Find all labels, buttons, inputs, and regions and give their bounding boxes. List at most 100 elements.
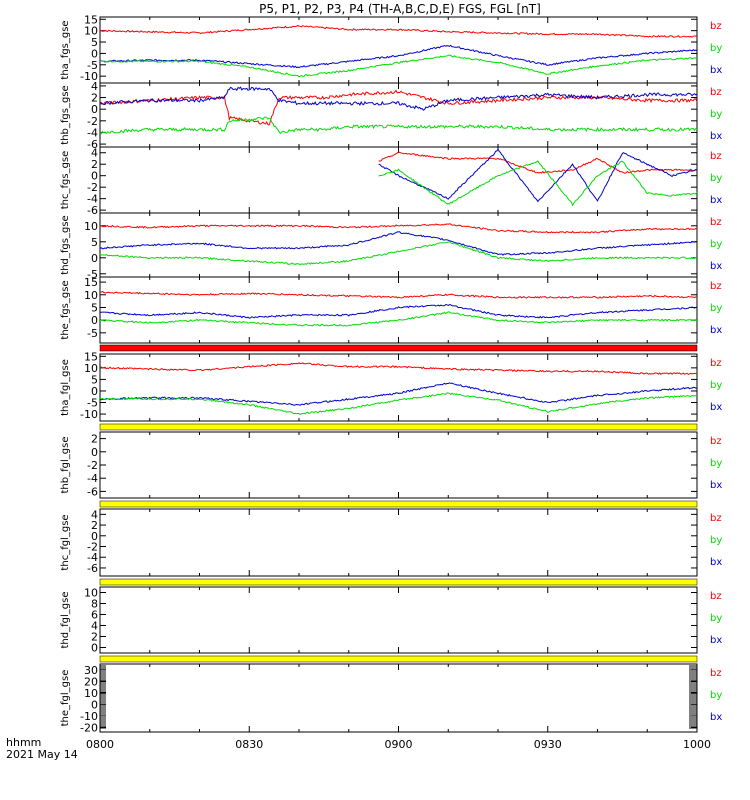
x-tick-label: 0830 — [235, 738, 263, 751]
y-axis-label: thd_fgs_gse — [60, 215, 71, 274]
y-tick-label: 0 — [91, 642, 98, 655]
legend-bz: bz — [710, 281, 722, 292]
legend-by: by — [710, 380, 722, 391]
y-axis-label: tha_fgl_gse — [60, 359, 71, 416]
series-line-bx — [99, 303, 698, 319]
y-tick-label: 2 — [91, 519, 98, 532]
y-tick-label: -2 — [87, 541, 98, 554]
series-line-by — [99, 116, 698, 135]
panel-thc_fgs_gse: thc_fgs_gse 420-2-4-6 bz by bx — [60, 146, 722, 217]
series-line-by — [99, 240, 698, 266]
y-tick-label: 10 — [84, 25, 98, 38]
y-tick-label: 4 — [91, 147, 98, 160]
y-tick-label: 15 — [84, 13, 98, 26]
series-line-bx — [99, 44, 698, 69]
legend-by: by — [710, 109, 722, 120]
legend-bz: bz — [710, 591, 722, 602]
y-tick-label: 2 — [91, 631, 98, 644]
y-tick-label: 10 — [84, 362, 98, 375]
legend-by: by — [710, 690, 722, 701]
legend-bx: bx — [710, 712, 722, 723]
panel-thd_fgs_gse: thd_fgs_gse 10 5 0 -5 bz by bx — [60, 212, 722, 281]
y-axis-label: tha_fgs_gse — [60, 20, 71, 79]
y-tick-label: -4 — [87, 193, 98, 206]
y-tick-label: 15 — [84, 350, 98, 363]
legend-bz: bz — [710, 217, 722, 228]
y-tick-label: 0 — [91, 530, 98, 543]
y-tick-label: -5 — [87, 59, 98, 72]
series-line-by — [99, 54, 698, 78]
y-tick-label: 0 — [91, 103, 98, 116]
time-axis: hhmm 2021 May 14 0800 0830 0900 0930 1000 — [6, 736, 711, 761]
status-bar-yellow — [99, 423, 698, 431]
y-tick-label: 0 — [91, 170, 98, 183]
y-tick-label: -4 — [87, 551, 98, 564]
y-tick-label: 10 — [84, 220, 98, 233]
y-tick-label: -10 — [80, 70, 98, 83]
legend-bz: bz — [710, 87, 722, 98]
y-axis-label: thc_fgs_gse — [60, 151, 71, 210]
y-tick-label: 0 — [91, 698, 98, 711]
legend-bx: bx — [710, 402, 722, 413]
y-tick-label: -5 — [87, 397, 98, 410]
y-tick-label: -6 — [87, 562, 98, 575]
y-tick-label: 10 — [84, 289, 98, 302]
y-tick-label: -4 — [87, 472, 98, 485]
series-line-bx — [99, 231, 698, 256]
panel-frame — [99, 663, 698, 733]
y-tick-label: -5 — [87, 268, 98, 281]
series-line-bz — [99, 223, 698, 234]
legend-bx: bx — [710, 480, 722, 491]
y-axis-label: the_fgs_gse — [60, 280, 71, 339]
series-line-bx — [99, 86, 698, 111]
status-bar-yellow — [99, 655, 698, 663]
y-tick-label: 10 — [84, 587, 98, 600]
y-axis-label: the_fgl_gse — [60, 670, 71, 727]
status-bar-yellow — [99, 500, 698, 508]
y-tick-label: -6 — [87, 138, 98, 151]
legend-bx: bx — [710, 65, 722, 76]
y-tick-label: 4 — [91, 508, 98, 521]
legend-by: by — [710, 613, 722, 624]
date-label: 2021 May 14 — [6, 748, 78, 761]
legend-by: by — [710, 43, 722, 54]
y-axis-label: thb_fgs_gse — [60, 85, 71, 144]
y-tick-label: -10 — [80, 408, 98, 421]
legend-by: by — [710, 239, 722, 250]
legend-bx: bx — [710, 261, 722, 272]
y-tick-label: 10 — [84, 687, 98, 700]
y-tick-label: 5 — [91, 373, 98, 386]
panel-frame — [99, 276, 698, 344]
y-axis-label: thd_fgl_gse — [60, 592, 71, 649]
y-tick-label: -5 — [87, 327, 98, 340]
legend-by: by — [710, 535, 722, 546]
series-line-bz — [99, 290, 698, 299]
y-tick-label: 5 — [91, 236, 98, 249]
x-tick-label: 0930 — [534, 738, 562, 751]
y-tick-label: 4 — [91, 80, 98, 93]
legend-by: by — [710, 303, 722, 314]
y-tick-label: 5 — [91, 301, 98, 314]
legend-bx: bx — [710, 635, 722, 646]
legend-bx: bx — [710, 131, 722, 142]
y-tick-label: 6 — [91, 609, 98, 622]
y-tick-label: 20 — [84, 675, 98, 688]
panel-thb_fgl_gse: thb_fgl_gse 20-2-4-6 bz by bx — [60, 431, 722, 508]
series-line-by — [99, 392, 698, 416]
series-line-bz — [99, 362, 698, 375]
y-axis-label: thc_fgl_gse — [60, 514, 71, 570]
series-line-bz — [99, 24, 698, 38]
legend-bz: bz — [710, 21, 722, 32]
x-tick-label: 1000 — [683, 738, 711, 751]
panel-frame — [99, 146, 698, 214]
y-tick-label: 30 — [84, 664, 98, 677]
legend-bz: bz — [710, 358, 722, 369]
time-unit-label: hhmm — [6, 736, 41, 749]
panel-frame — [99, 586, 698, 654]
y-tick-label: -20 — [80, 721, 98, 734]
series-line-by — [378, 160, 698, 207]
